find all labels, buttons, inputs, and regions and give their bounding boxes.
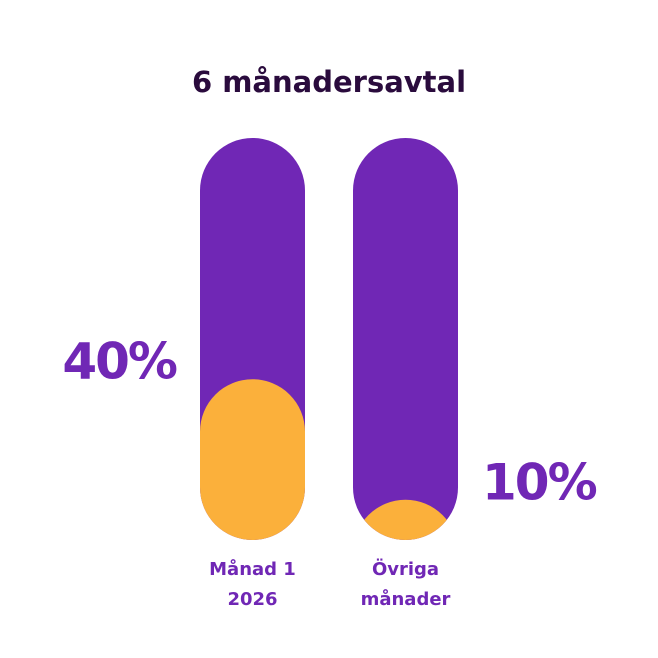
bar bbox=[200, 379, 305, 540]
bar-track bbox=[353, 138, 458, 540]
value-label: 40% bbox=[62, 333, 177, 391]
value-label: 10% bbox=[482, 453, 597, 511]
category-label: 2026 bbox=[227, 589, 277, 610]
chart-title: 6 månadersavtal bbox=[192, 65, 466, 99]
category-label: månader bbox=[361, 588, 451, 610]
category-label: Månad 1 bbox=[209, 558, 296, 580]
category-label: Övriga bbox=[372, 558, 439, 580]
